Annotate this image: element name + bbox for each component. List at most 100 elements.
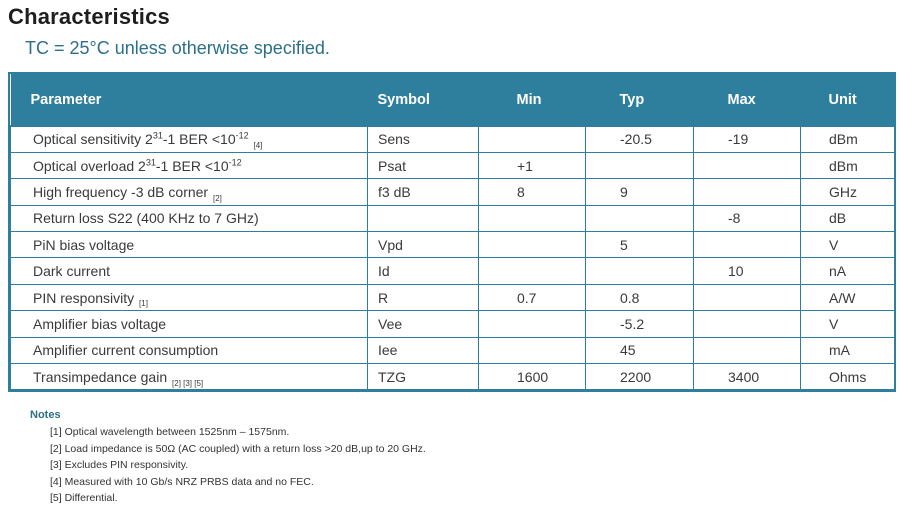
parameter-text: PIN responsivity [33,289,135,306]
cell-symbol: Id [367,257,479,285]
characteristics-table: Parameter Symbol Min Typ Max Unit Optica… [8,72,896,393]
note-item: [5] Differential. [50,492,118,504]
note-item: [1] Optical wavelength between 1525nm – … [50,426,290,438]
notes-title: Notes [30,409,61,421]
cell-typ: 0.8 [585,283,694,312]
parameter-text: Optical overload 2 [33,157,146,174]
table-row: Transimpedance gain [2] [3] [5] TZG 1600 22… [10,363,895,391]
cell-typ: -20.5 [585,124,694,153]
table-row: PIN responsivity [1] R 0.7 0.8 A/W [10,283,895,312]
parameter-text: Amplifier current consumption [33,342,219,359]
cell-unit: nA [800,257,895,285]
notes-section: Notes [1] Optical wavelength between 152… [30,409,426,507]
cell-symbol: Vpd [367,231,479,259]
column-header: Min [516,91,542,108]
cell-typ [585,151,694,180]
parameter-text: Transimpedance gain [33,368,168,385]
cell-max [693,178,801,206]
table-header-row: Parameter Symbol Min Typ Max Unit [10,74,895,126]
cell-min [478,257,586,285]
superscript: 31 [152,130,163,141]
cell-symbol: f3 dB [367,178,479,206]
cell-unit: dBm [800,124,895,153]
cell-symbol: Vee [367,310,479,338]
parameter-text: PiN bias voltage [33,236,135,253]
page-title: Characteristics [8,4,170,29]
cell-min: 0.7 [478,283,586,312]
table-row: Return loss S22 (400 KHz to 7 GHz) -8 dB [10,204,895,233]
cell-typ: 9 [585,178,694,206]
cell-max [693,231,801,259]
table-row: High frequency -3 dB corner [2] f3 dB 8 9 GH… [10,178,895,206]
note-item: [4] Measured with 10 Gb/s NRZ PRBS data … [50,475,314,488]
note-reference: [2] [3] [5] [172,378,204,388]
cell-typ: 2200 [585,363,694,391]
cell-unit: V [800,310,895,338]
cell-typ [585,257,694,285]
cell-symbol: Psat [367,151,479,180]
column-header: Symbol [377,91,430,108]
cell-min [478,204,586,233]
cell-max: -19 [693,124,801,153]
cell-min [478,310,586,338]
cell-min [478,336,586,365]
column-header: Typ [619,91,645,108]
note-item: [3] Excludes PIN responsivity. [50,459,189,471]
cell-parameter: PiN bias voltage [10,231,368,259]
note-reference: [4] [253,141,263,151]
cell-max: 3400 [693,363,801,391]
cell-parameter: Dark current [10,257,368,285]
table-row: Optical overload 231-1 BER <10-12 Psat +1 d… [10,151,895,180]
table-row: Amplifier current consumption Iee 45 mA [10,336,895,365]
parameter-text: Amplifier bias voltage [33,315,167,332]
cell-min: 1600 [478,363,586,391]
cell-max [693,336,801,365]
cell-max [693,283,801,312]
cell-parameter: Optical overload 231-1 BER <10-12 [10,151,368,180]
cell-min [478,124,586,153]
cell-unit: A/W [800,283,895,312]
cell-parameter: Amplifier current consumption [10,336,368,365]
cell-max [693,151,801,180]
table-row: Amplifier bias voltage Vee -5.2 V [10,310,895,338]
cell-unit: mA [800,336,895,365]
superscript: 31 [145,156,156,167]
table-row: PiN bias voltage Vpd 5 V [10,231,895,259]
column-header: Parameter [30,91,102,108]
cell-symbol: TZG [367,363,479,391]
cell-symbol [367,204,479,233]
cell-unit: V [800,231,895,259]
notes-list: [1] Optical wavelength between 1525nm – … [30,424,426,507]
cell-typ: -5.2 [585,310,694,338]
cell-parameter: Optical sensitivity 231-1 BER <10-12 [4] [10,124,368,153]
cell-parameter: PIN responsivity [1] [10,283,368,312]
cell-typ: 45 [585,336,694,365]
table-body: Optical sensitivity 231-1 BER <10-12 [4]… [10,124,895,391]
cell-typ [585,204,694,233]
cell-unit: GHz [800,178,895,206]
cell-parameter: Amplifier bias voltage [10,310,368,338]
cell-unit: Ohms [800,363,895,391]
cell-min: 8 [478,178,586,206]
parameter-text-mid: -1 BER <10 [162,131,236,148]
superscript: -12 [235,130,249,141]
note-reference: [2] [212,193,222,203]
column-header: Unit [828,91,857,108]
cell-parameter: Return loss S22 (400 KHz to 7 GHz) [10,204,368,233]
table-row: Optical sensitivity 231-1 BER <10-12 [4]… [10,124,895,153]
cell-max [693,310,801,338]
column-header: Max [727,91,756,108]
cell-max: 10 [693,257,801,285]
cell-parameter: Transimpedance gain [2] [3] [5] [10,363,368,391]
cell-unit: dB [800,204,895,233]
table-row: Dark current Id 10 nA [10,257,895,285]
cell-symbol: Sens [367,124,479,153]
page-subtitle: TC = 25°C unless otherwise specified. [25,38,330,58]
note-reference: [1] [139,299,148,309]
parameter-text-mid: -1 BER <10 [155,157,229,174]
note-item: [2] Load impedance is 50Ω (AC coupled) w… [50,442,426,455]
cell-max: -8 [693,204,801,233]
cell-parameter: High frequency -3 dB corner [2] [10,178,368,206]
superscript: -12 [228,156,242,167]
cell-min: +1 [478,151,586,180]
